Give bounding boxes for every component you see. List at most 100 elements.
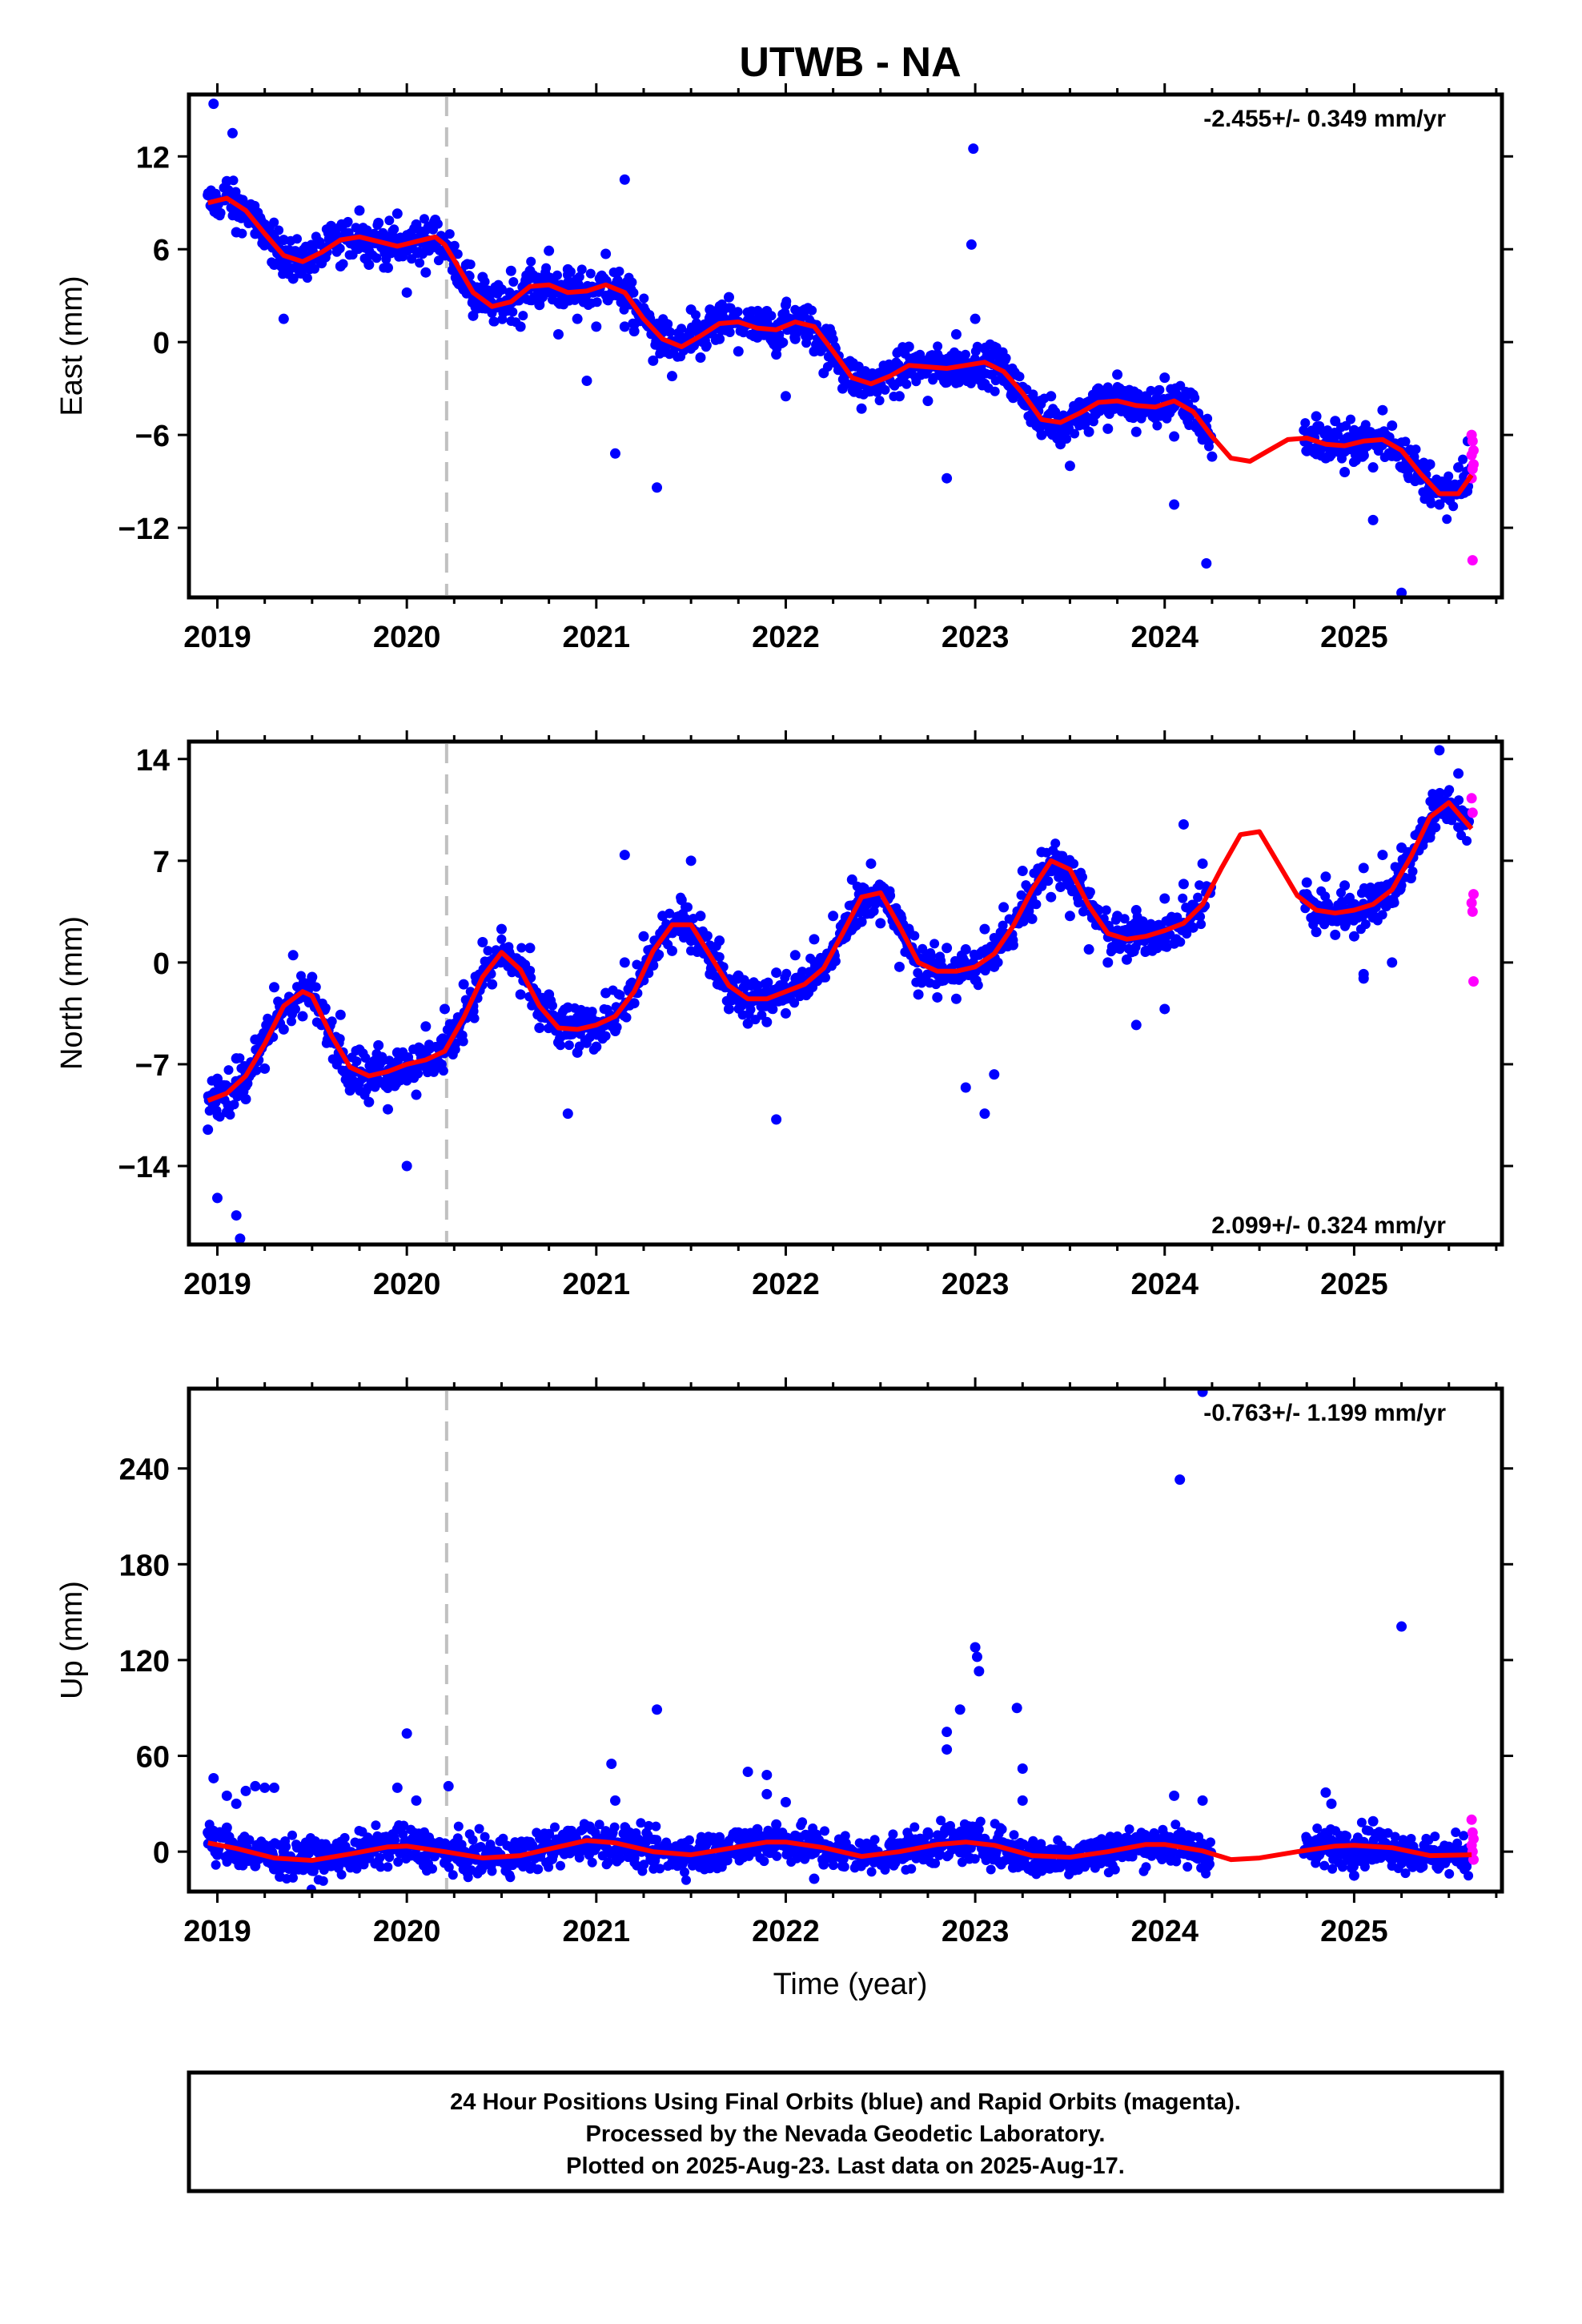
north-final-point: [875, 918, 886, 929]
up-final-point: [1301, 1833, 1312, 1844]
up-final-point: [316, 1848, 327, 1859]
up-daily-point: [1124, 1824, 1134, 1835]
east-daily-point: [1448, 501, 1459, 512]
north-final-point: [572, 1047, 583, 1058]
north-final-point: [562, 1002, 573, 1013]
up-final-point: [714, 1831, 725, 1843]
north-daily-point: [654, 950, 665, 959]
east-final-point: [628, 326, 640, 337]
east-daily-point: [1426, 498, 1436, 509]
east-daily-point: [1400, 436, 1411, 447]
up-daily-point: [428, 1864, 437, 1874]
up-daily-point: [448, 1870, 458, 1880]
east-final-point: [1112, 369, 1123, 380]
east-final-point: [818, 368, 829, 379]
north-final-point: [1387, 897, 1398, 908]
up-final-point: [1415, 1854, 1426, 1865]
north-final-point: [581, 1007, 592, 1018]
east-final-point: [799, 304, 810, 316]
up-final-point: [666, 1859, 677, 1870]
north-final-point: [231, 1053, 242, 1064]
north-final-point: [1330, 929, 1341, 940]
east-final-point: [865, 371, 877, 382]
up-daily-point: [1171, 1856, 1182, 1867]
north-rapid-point: [1466, 897, 1477, 908]
up-daily-point: [906, 1864, 917, 1874]
east-final-point: [231, 227, 242, 238]
east-final-point: [1339, 466, 1351, 477]
north-final-point: [344, 1085, 355, 1096]
east-daily-point: [639, 293, 649, 304]
east-daily-point: [526, 256, 536, 267]
east-final-point: [552, 329, 564, 340]
up-final-point: [344, 1856, 355, 1867]
north-outlier-point: [1159, 1003, 1170, 1015]
east-daily-point: [990, 386, 1000, 396]
east-daily-point: [1458, 454, 1468, 464]
up-daily-point: [1383, 1827, 1393, 1838]
up-daily-point: [336, 1869, 347, 1880]
up-final-point: [752, 1823, 763, 1835]
up-final-point: [297, 1841, 308, 1852]
up-final-point: [335, 1843, 346, 1854]
up-final-point: [1443, 1841, 1455, 1852]
east-daily-point: [371, 253, 382, 263]
east-final-point: [780, 300, 791, 311]
chart-title: UTWB - NA: [739, 39, 961, 86]
north-final-point: [411, 1089, 422, 1100]
up-final-point: [1036, 1856, 1047, 1867]
east-final-point: [705, 304, 716, 316]
north-outlier-point: [685, 855, 697, 866]
north-outlier-point: [771, 1114, 782, 1125]
east-final-point: [382, 262, 393, 273]
east-final-point: [544, 245, 555, 256]
north-final-point: [913, 989, 924, 1000]
north-final-point: [496, 923, 507, 935]
up-final-point: [1320, 1828, 1331, 1839]
north-x-tick-label: 2022: [752, 1268, 820, 1301]
north-final-point: [846, 874, 857, 885]
north-daily-point: [525, 966, 536, 975]
east-daily-point: [1203, 413, 1213, 424]
north-final-point: [1405, 873, 1416, 884]
east-daily-point: [733, 307, 743, 317]
north-final-point: [828, 911, 839, 922]
up-daily-point: [840, 1831, 850, 1841]
north-daily-point: [564, 1040, 574, 1051]
north-daily-point: [1050, 838, 1061, 849]
east-final-point: [979, 378, 990, 389]
up-daily-point: [974, 1824, 984, 1835]
up-daily-point: [890, 1858, 901, 1868]
north-daily-point: [469, 1013, 480, 1023]
up-daily-point: [866, 1867, 877, 1877]
up-final-point: [544, 1828, 555, 1839]
north-final-point: [1159, 893, 1170, 904]
north-final-point: [1130, 905, 1142, 916]
north-final-point: [591, 1041, 602, 1052]
north-daily-point: [1078, 907, 1088, 917]
north-daily-point: [781, 968, 792, 979]
up-final-point: [1387, 1851, 1398, 1862]
east-final-point: [657, 320, 669, 331]
up-final-point: [989, 1851, 1000, 1862]
east-daily-point: [627, 277, 637, 287]
east-daily-point: [231, 187, 241, 197]
up-final-point: [1112, 1835, 1123, 1846]
north-daily-point: [702, 931, 713, 941]
east-final-point: [572, 313, 583, 324]
north-daily-point: [998, 920, 1008, 931]
east-daily-point: [1333, 430, 1343, 440]
up-final-point: [695, 1836, 706, 1848]
north-daily-point: [768, 1004, 778, 1015]
up-final-point: [240, 1833, 251, 1844]
north-daily-point: [311, 982, 321, 992]
north-daily-point: [1462, 836, 1472, 846]
east-daily-point: [585, 268, 596, 279]
north-final-point: [203, 1124, 214, 1136]
up-final-point: [600, 1827, 612, 1838]
up-daily-point: [594, 1819, 604, 1830]
north-final-point: [780, 1007, 791, 1019]
east-outlier-point: [1367, 514, 1379, 525]
up-final-point: [411, 1830, 422, 1841]
east-final-point: [989, 341, 1000, 352]
